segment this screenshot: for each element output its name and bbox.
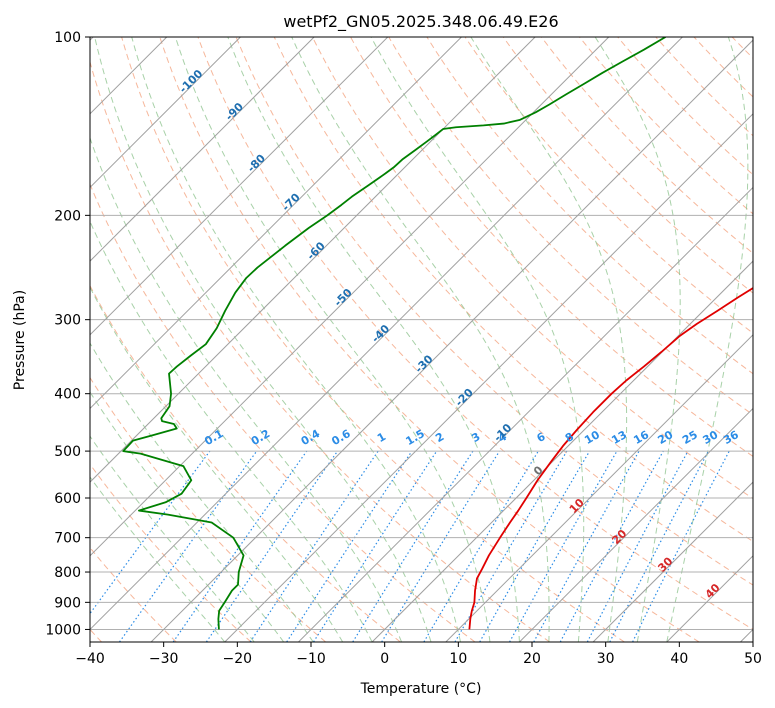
dry-adiabat-line [273, 37, 753, 543]
y-axis: 100 200 300 400 500 600 700 800 900 1000 [45, 30, 90, 638]
isotherm-line [90, 37, 462, 410]
temperature-profile-line [468, 287, 753, 630]
isotherm-line [90, 37, 610, 557]
isotherm-line [90, 37, 241, 189]
y-tick-label: 300 [54, 313, 81, 329]
dry-adiabat-line [159, 37, 700, 642]
x-tick-label: 50 [744, 651, 762, 667]
moist-adiabat-line [90, 286, 344, 642]
isotherm-line [519, 407, 753, 642]
y-axis-label: Pressure (hPa) [12, 290, 28, 390]
x-tick-label: 10 [449, 651, 467, 667]
dry-adiabats [90, 37, 753, 642]
pressure-gridlines [90, 37, 753, 630]
x-tick-label: −10 [296, 651, 326, 667]
moist-adiabat-line [666, 37, 749, 642]
mixing-ratio-line [313, 450, 438, 642]
dry-adiabat-line [90, 463, 252, 642]
moist-adiabats [90, 37, 749, 642]
profile-series [122, 37, 753, 630]
background-lines [90, 37, 753, 642]
mixing-ratio-line [119, 450, 258, 642]
x-tick-label: −40 [75, 651, 105, 667]
mixing-ratio-line [559, 450, 664, 642]
mixing-ratio-line [172, 450, 308, 642]
moist-adiabat-line [90, 391, 285, 642]
x-tick-label: 20 [523, 651, 541, 667]
chart-title: wetPf2_GN05.2025.348.06.49.E26 [283, 12, 558, 32]
moist-adiabat-line [174, 37, 491, 642]
moist-adiabat-line [90, 435, 255, 642]
moist-adiabat-line [291, 37, 550, 642]
y-tick-label: 800 [54, 565, 81, 581]
moist-adiabat-line [90, 342, 314, 642]
x-axis: −40 −30 −20 −10 0 10 20 30 40 50 [75, 642, 762, 667]
dry-adiabat-line [121, 37, 625, 642]
isotherm-line [298, 186, 753, 642]
moist-adiabat-line [594, 37, 681, 642]
mixing-ratio-line [205, 450, 339, 642]
y-tick-label: 1000 [45, 622, 81, 638]
y-tick-label: 600 [54, 491, 81, 507]
mixing-ratio-line [533, 450, 640, 642]
moist-adiabat-line [131, 37, 461, 642]
mixing-ratio-line [632, 450, 730, 642]
mixing-ratio-line [286, 450, 413, 642]
moist-adiabat-line [227, 37, 520, 642]
isotherm-line [150, 39, 753, 642]
dewpoint-profile-line [122, 37, 666, 630]
plot-frame [89, 36, 754, 643]
isotherm-line [90, 37, 315, 262]
moist-adiabat-line [90, 220, 373, 642]
isotherm-line [445, 334, 753, 642]
isotherm-line [592, 481, 753, 642]
isotherm-line [224, 113, 753, 642]
y-tick-label: 100 [54, 30, 81, 46]
moist-adiabat-line [94, 37, 432, 642]
mixing-ratio-lines [90, 450, 730, 642]
mixing-ratio-line [509, 450, 618, 642]
dry-adiabat-line [90, 60, 551, 642]
x-tick-label: −20 [223, 651, 253, 667]
dry-adiabat-line [235, 37, 753, 586]
y-tick-label: 400 [54, 387, 81, 403]
mixing-ratio-line [381, 450, 500, 642]
x-tick-label: 40 [670, 651, 688, 667]
moist-adiabat-line [370, 37, 585, 642]
x-tick-label: 30 [597, 651, 615, 667]
y-tick-label: 200 [54, 208, 81, 224]
isotherm-line [90, 37, 389, 336]
x-tick-label: −30 [149, 651, 179, 667]
isotherm-line [90, 37, 683, 631]
y-tick-label: 900 [54, 595, 81, 611]
moist-adiabat-line [90, 476, 226, 642]
moist-adiabat-line [470, 37, 628, 642]
mixing-ratio-line [249, 450, 379, 642]
isotherm-lines [90, 37, 753, 642]
x-tick-label: 0 [380, 651, 389, 667]
isotherm-line [90, 37, 536, 483]
mixing-ratio-line [90, 450, 211, 615]
y-tick-label: 700 [54, 531, 81, 547]
dry-adiabat-line [197, 37, 753, 631]
dry-adiabat-line [311, 37, 753, 500]
y-tick-label: 500 [54, 444, 81, 460]
dry-adiabat-line [90, 376, 326, 642]
dry-adiabat-line [502, 37, 753, 294]
x-axis-label: Temperature (°C) [360, 681, 482, 697]
